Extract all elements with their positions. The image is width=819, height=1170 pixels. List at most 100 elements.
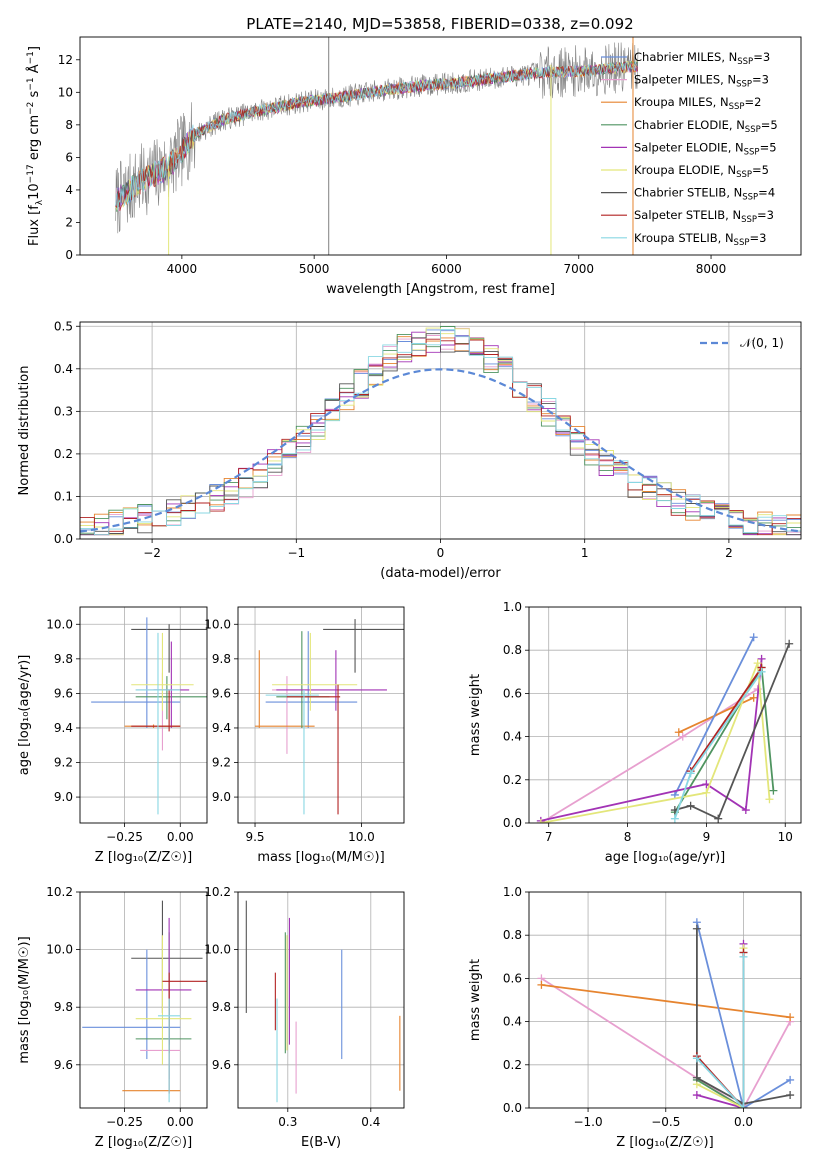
legend-n: N: [727, 163, 736, 177]
model-line-kroupa-stelib: [115, 61, 638, 211]
legend-nssp-value: 5: [770, 118, 777, 132]
y-tick-label: 9.0: [54, 790, 73, 804]
legend-eq: =: [761, 118, 771, 132]
y-tick-label: 1.0: [503, 600, 522, 614]
legend-name: Kroupa STELIB: [634, 231, 718, 245]
x-tick-label: 6000: [431, 262, 462, 276]
data-point-marker: [749, 693, 758, 702]
y-tick-label: 10.2: [46, 885, 73, 899]
series-line-kroupa-stelib: [696, 956, 745, 1108]
axes-age_vs_Z: −0.25 0.00 9.0 9.2 9.4 9.6 9.8 10.0 Z [log₁₀(Z/Z…: [17, 606, 208, 865]
y-axis-label: mass weight: [468, 959, 483, 1041]
data-point-marker: [670, 790, 679, 799]
axes-weight_vs_Z: −1.0 −0.5 0.0 0.0 0.2 0.4 0.6 0.8 1.0 Z [log₁₀(Z/…: [468, 885, 802, 1150]
series-line-salpeter-miles: [540, 977, 791, 1108]
x-tick-label: 8: [624, 830, 632, 844]
y-tick-label: 9.8: [54, 652, 73, 666]
x-axis-label: age [log₁₀(age/yr)]: [605, 850, 726, 865]
data-point-marker: [749, 633, 758, 642]
y-tick-label: 9.6: [212, 686, 231, 700]
y-tick-label: 0.5: [54, 319, 73, 333]
x-tick-label: −0.25: [106, 1115, 143, 1129]
data-point-marker: [692, 1073, 701, 1082]
x-axis-label: Z [log₁₀(Z/Z☉)]: [95, 1135, 192, 1150]
y-label-part: Å: [26, 64, 42, 77]
y-label-part: −2: [26, 102, 36, 115]
legend-sep: ,: [726, 186, 733, 200]
legend-entry: 𝒩(0, 1): [740, 336, 784, 350]
y-axis-label: mass [log₁₀(M/M☉)]: [17, 936, 32, 1063]
legend-sub: SSP: [742, 193, 758, 203]
legend-eq: =: [757, 208, 767, 222]
plot-area: [115, 37, 639, 255]
y-tick-label: 0: [65, 248, 73, 262]
legend-entry: Chabrier MILES, NSSP=3: [634, 50, 770, 67]
legend-sep: ,: [721, 50, 728, 64]
x-axis-label: (data-model)/error: [380, 566, 501, 581]
legend-entry: Chabrier STELIB, NSSP=4: [634, 186, 775, 203]
y-tick-label: 0.0: [503, 816, 522, 830]
legend-n: N: [736, 118, 745, 132]
series-line-chabrier-stelib: [674, 643, 791, 820]
legend-name: Chabrier MILES: [634, 50, 721, 64]
y-tick-label: 9.6: [54, 686, 73, 700]
legend-entry: Salpeter ELODIE, NSSP=5: [634, 140, 777, 157]
legend-nssp-value: 2: [754, 95, 761, 109]
y-tick-label: 10.0: [204, 943, 231, 957]
y-tick-label: 9.6: [212, 1058, 231, 1072]
x-tick-label: 7000: [563, 262, 594, 276]
y-tick-label: 0.0: [503, 1101, 522, 1115]
legend-sub: SSP: [736, 80, 752, 90]
data-point-marker: [757, 654, 766, 663]
series-line-kroupa-elodie: [540, 662, 771, 823]
legend-sub: SSP: [745, 125, 761, 135]
legend-entry: Kroupa ELODIE, NSSP=5: [634, 163, 769, 180]
x-tick-label: 1: [581, 546, 589, 560]
data-point-marker: [536, 819, 545, 823]
y-label-part: ]: [27, 46, 42, 51]
x-tick-label: 0.00: [167, 1115, 194, 1129]
legend-sep: ,: [725, 208, 732, 222]
y-tick-label: 0.6: [503, 686, 522, 700]
legend-sep: ,: [713, 95, 720, 109]
legend-nssp-value: 3: [767, 208, 774, 222]
y-label-part: erg cm: [27, 115, 42, 164]
legend-n: N: [735, 140, 744, 154]
plot-area: [238, 892, 404, 1108]
x-tick-label: 0.0: [734, 1115, 753, 1129]
data-point-marker: [670, 814, 679, 823]
legend-n: N: [729, 50, 738, 64]
x-tick-label: 5000: [299, 262, 330, 276]
y-axis-label: Normed distribution: [17, 366, 32, 496]
x-tick-label: 2: [725, 546, 733, 560]
data-point-marker: [757, 667, 766, 676]
legend-nssp-value: 5: [769, 140, 776, 154]
axes-age_vs_mass: 9.5 10.0 9.0 9.2 9.4 9.6 9.8 10.0 mass [log₁₀(M/…: [204, 606, 405, 865]
y-tick-label: 6: [65, 150, 73, 164]
legend-n: N: [734, 186, 743, 200]
legend-sub: SSP: [729, 102, 745, 112]
axes-frame: [528, 891, 802, 1109]
y-tick-label: 9.2: [54, 756, 73, 770]
y-tick-label: 4: [65, 183, 73, 197]
y-tick-label: 0.4: [503, 730, 522, 744]
axes-frame: [237, 891, 405, 1109]
x-tick-label: −0.25: [106, 830, 143, 844]
legend-eq: =: [760, 140, 770, 154]
x-tick-label: −1: [287, 546, 305, 560]
legend-name: Chabrier STELIB: [634, 186, 726, 200]
y-tick-label: 2: [65, 215, 73, 229]
legend-eq: =: [758, 186, 768, 200]
x-tick-label: 4000: [167, 262, 198, 276]
legend-entry: Salpeter STELIB, NSSP=3: [634, 208, 774, 225]
y-label-part: s: [27, 90, 42, 101]
legend-entry: Kroupa MILES, NSSP=2: [634, 95, 761, 112]
x-axis-label: mass [log₁₀(M/M☉)]: [257, 850, 384, 865]
histogram-kroupa-stelib: [80, 328, 801, 536]
data-point-marker: [753, 659, 762, 668]
axes-weight_vs_age: 7 8 9 10 0.0 0.2 0.4 0.6 0.8 1.0 age [log₁₀(age/yr…: [468, 600, 802, 865]
plot-area: [529, 892, 801, 1108]
legend-n: N: [732, 208, 741, 222]
data-point-marker: [786, 1091, 795, 1100]
